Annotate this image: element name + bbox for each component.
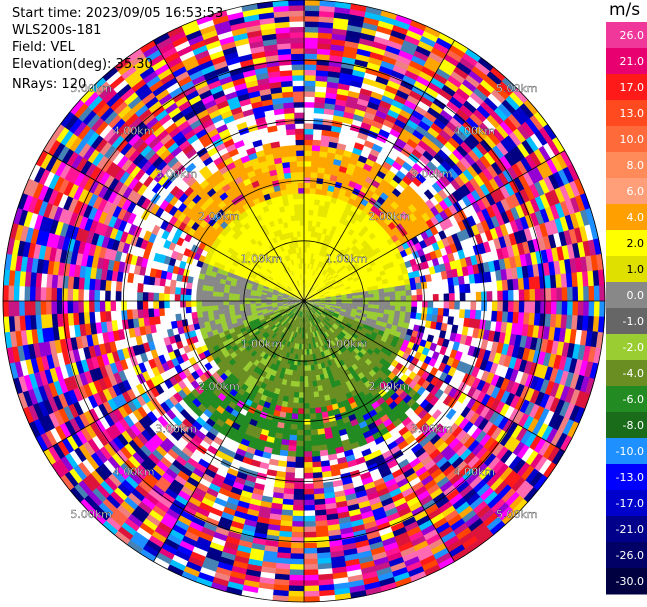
- colorbar-tick-label: 8.0: [627, 159, 645, 172]
- range-ring-label: 4.00km: [113, 125, 155, 138]
- colorbar-tick-label: 2.0: [627, 237, 645, 250]
- colorbar-tick-label: -10.0: [616, 445, 644, 458]
- azimuth-spoke: [153, 300, 305, 562]
- colorbar-tick-label: -17.0: [616, 497, 644, 510]
- colorbar-tick-label: -30.0: [616, 575, 644, 588]
- range-ring-label: 4.00km: [113, 465, 155, 478]
- range-ring-label: 2.00km: [198, 380, 240, 393]
- azimuth-spoke: [303, 150, 565, 302]
- colorbar-tick-label: 26.0: [620, 29, 645, 42]
- range-ring-labels: 1.00km 2.00km 3.00km 4.00km 5.00km 1.00km 2.00…: [70, 82, 538, 521]
- colorbar-segment: [606, 256, 647, 283]
- colorbar-segment: [606, 542, 647, 569]
- field-label: Field: VEL: [12, 40, 75, 55]
- colorbar-tick-label: -4.0: [623, 367, 644, 380]
- instrument-label: WLS200s-181: [12, 23, 102, 38]
- colorbar-segment: [606, 386, 647, 413]
- colorbar-tick-label: 21.0: [620, 55, 645, 68]
- colorbar-tick-label: -21.0: [616, 523, 644, 536]
- range-ring-label: 4.00km: [453, 465, 495, 478]
- range-ring: [2, 0, 606, 603]
- colorbar-segment: [606, 178, 647, 205]
- elevation-label: Elevation(deg): 35.30: [12, 57, 153, 72]
- range-ring-label: 3.00km: [411, 423, 453, 436]
- range-ring: [62, 59, 546, 543]
- colorbar-tick-label: -6.0: [623, 393, 644, 406]
- colorbar-tick-label: -13.0: [616, 471, 644, 484]
- colorbar-segment: [606, 360, 647, 387]
- colorbar-segment: [606, 230, 647, 257]
- colorbar: 26.0 21.0 17.0 13.0 10.0 8.0 6.0 4.0 2.0 1.0 0.0 -1…: [606, 22, 647, 595]
- azimuth-spoke: [43, 150, 305, 302]
- colorbar-tick-label: -2.0: [623, 341, 644, 354]
- range-ring-label: 1.00km: [241, 252, 283, 265]
- colorbar-segment: [606, 516, 647, 543]
- colorbar-segment: [606, 568, 647, 595]
- colorbar-tick-label: 17.0: [620, 81, 645, 94]
- header-info: Start time: 2023/09/05 16:53:53 WLS200s-…: [12, 5, 223, 93]
- range-ring-label: 3.00km: [411, 167, 453, 180]
- azimuth-spoke: [303, 300, 565, 452]
- colorbar-tick-label: 6.0: [627, 185, 645, 198]
- colorbar-segment: [606, 48, 647, 75]
- range-ring: [122, 119, 486, 483]
- colorbar-segment: [606, 334, 647, 361]
- colorbar-segment: [606, 204, 647, 231]
- colorbar-segment: [606, 490, 647, 517]
- ppi-grid: [2, 0, 606, 603]
- colorbar-tick-label: 13.0: [620, 107, 645, 120]
- colorbar-segment: [606, 100, 647, 127]
- range-ring-label: 2.00km: [368, 380, 410, 393]
- nrays-label: NRays: 120: [12, 77, 87, 92]
- colorbar-tick-label: -8.0: [623, 419, 644, 432]
- colorbar-tick-label: 10.0: [620, 133, 645, 146]
- range-ring-label: 5.00km: [496, 508, 538, 521]
- colorbar-segment: [606, 152, 647, 179]
- colorbar-segment: [606, 282, 647, 309]
- colorbar-segment: [606, 308, 647, 335]
- colorbar-tick-label: 0.0: [627, 289, 645, 302]
- range-ring-label: 2.00km: [198, 210, 240, 223]
- range-ring: [243, 240, 365, 362]
- range-ring-label: 3.00km: [156, 167, 198, 180]
- colorbar-segment: [606, 464, 647, 491]
- azimuth-spoke: [153, 40, 305, 302]
- azimuth-spoke: [43, 300, 305, 452]
- colorbar-segment: [606, 74, 647, 101]
- range-ring-label: 3.00km: [156, 423, 198, 436]
- range-ring-label: 1.00km: [326, 252, 368, 265]
- ppi-cells: [2, 0, 606, 603]
- colorbar-tick-label: -1.0: [623, 315, 644, 328]
- colorbar-tick-label: 4.0: [627, 211, 645, 224]
- range-ring-label: 5.00km: [70, 508, 112, 521]
- azimuth-spoke: [303, 300, 455, 562]
- range-ring-label: 1.00km: [326, 338, 368, 351]
- colorbar-segment: [606, 22, 647, 49]
- colorbar-tick-label: 1.0: [627, 263, 645, 276]
- range-ring-label: 4.00km: [453, 125, 495, 138]
- colorbar-tick-label: -26.0: [616, 549, 644, 562]
- range-ring: [183, 180, 425, 422]
- azimuth-spoke: [303, 40, 455, 302]
- start-time-label: Start time: 2023/09/05 16:53:53: [12, 6, 224, 21]
- colorbar-segment: [606, 412, 647, 439]
- colorbar-unit: m/s: [609, 0, 641, 20]
- range-ring-label: 1.00km: [241, 338, 283, 351]
- range-ring-label: 5.00km: [70, 82, 112, 95]
- colorbar-segment: [606, 126, 647, 153]
- range-ring-label: 2.00km: [368, 210, 410, 223]
- range-ring-label: 5.00km: [496, 82, 538, 95]
- colorbar-segment: [606, 438, 647, 465]
